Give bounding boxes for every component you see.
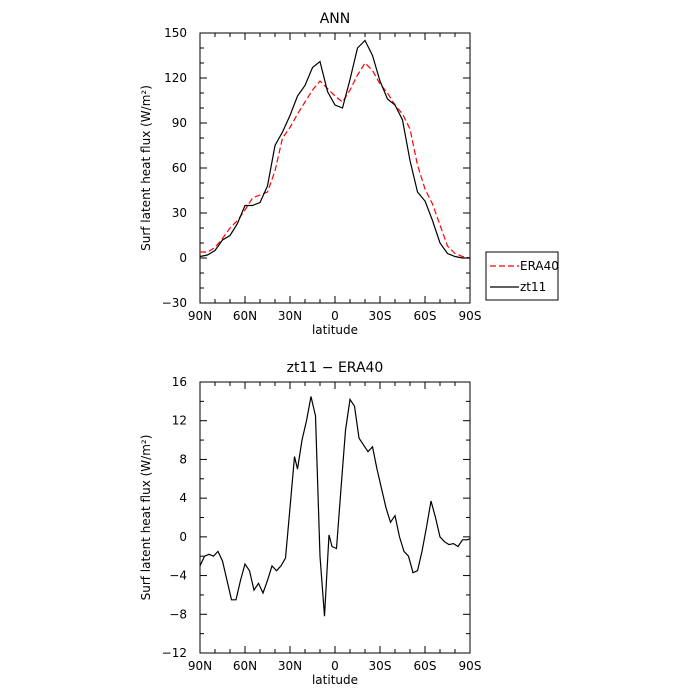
plot-frame <box>199 381 471 654</box>
legend-label-era40: ERA40 <box>520 259 559 273</box>
x-tick-label: 60N <box>233 659 257 673</box>
x-tick-label: 30S <box>369 309 392 323</box>
y-tick-label: −30 <box>162 296 187 310</box>
x-axis-label: latitude <box>312 323 358 337</box>
y-tick-label: 0 <box>179 251 187 265</box>
x-tick-label: 0 <box>331 659 339 673</box>
x-axis-label: latitude <box>312 673 358 687</box>
y-axis-label: Surf latent heat flux (W/m²) <box>139 435 153 601</box>
top-panel-annual-latent-heat-flux: ANN 90N 60N 30N 0 30S 60S 90S −30 0 30 60 90 120 150 la… <box>139 11 559 337</box>
x-tick-label: 60S <box>414 309 437 323</box>
y-tick-label: −4 <box>169 569 187 583</box>
y-tick-label: 30 <box>172 206 187 220</box>
bottom-panel-difference: zt11 − ERA40 90N 60N 30N 0 30S 60S 90S −12 −8 −4 0 4… <box>139 360 481 687</box>
legend-box <box>485 251 559 301</box>
y-tick-label: 8 <box>179 452 187 466</box>
y-tick-label: 90 <box>172 116 187 130</box>
x-tick-label: 90N <box>188 309 212 323</box>
y-tick-label: −12 <box>162 646 187 660</box>
y-tick-label: 16 <box>172 375 187 389</box>
series-line-era40 <box>200 62 471 259</box>
x-tick-label: 30S <box>369 659 392 673</box>
x-tick-label: 90N <box>188 659 212 673</box>
chart-title: ANN <box>320 11 351 27</box>
x-tick-label: 90S <box>459 659 482 673</box>
x-tick-label: 60S <box>414 659 437 673</box>
x-tick-label: 30N <box>278 309 302 323</box>
series-line-zt11 <box>199 39 470 259</box>
y-tick-label: 12 <box>172 414 187 428</box>
legend: ERA40 zt11 <box>485 251 559 301</box>
y-tick-label: −8 <box>169 607 187 621</box>
y-axis-label: Surf latent heat flux (W/m²) <box>139 85 153 251</box>
plot-frame <box>199 32 471 304</box>
x-tick-label: 60N <box>233 309 257 323</box>
y-tick-label: 120 <box>164 71 187 85</box>
y-tick-label: 0 <box>179 530 187 544</box>
series-line-difference <box>199 396 471 617</box>
y-tick-label: 60 <box>172 161 187 175</box>
legend-label-zt11: zt11 <box>520 280 546 294</box>
y-tick-label: 4 <box>179 491 187 505</box>
x-tick-label: 0 <box>331 309 339 323</box>
x-tick-label: 30N <box>278 659 302 673</box>
y-tick-label: 150 <box>164 26 187 40</box>
x-tick-label: 90S <box>459 309 482 323</box>
chart-title: zt11 − ERA40 <box>287 360 384 376</box>
